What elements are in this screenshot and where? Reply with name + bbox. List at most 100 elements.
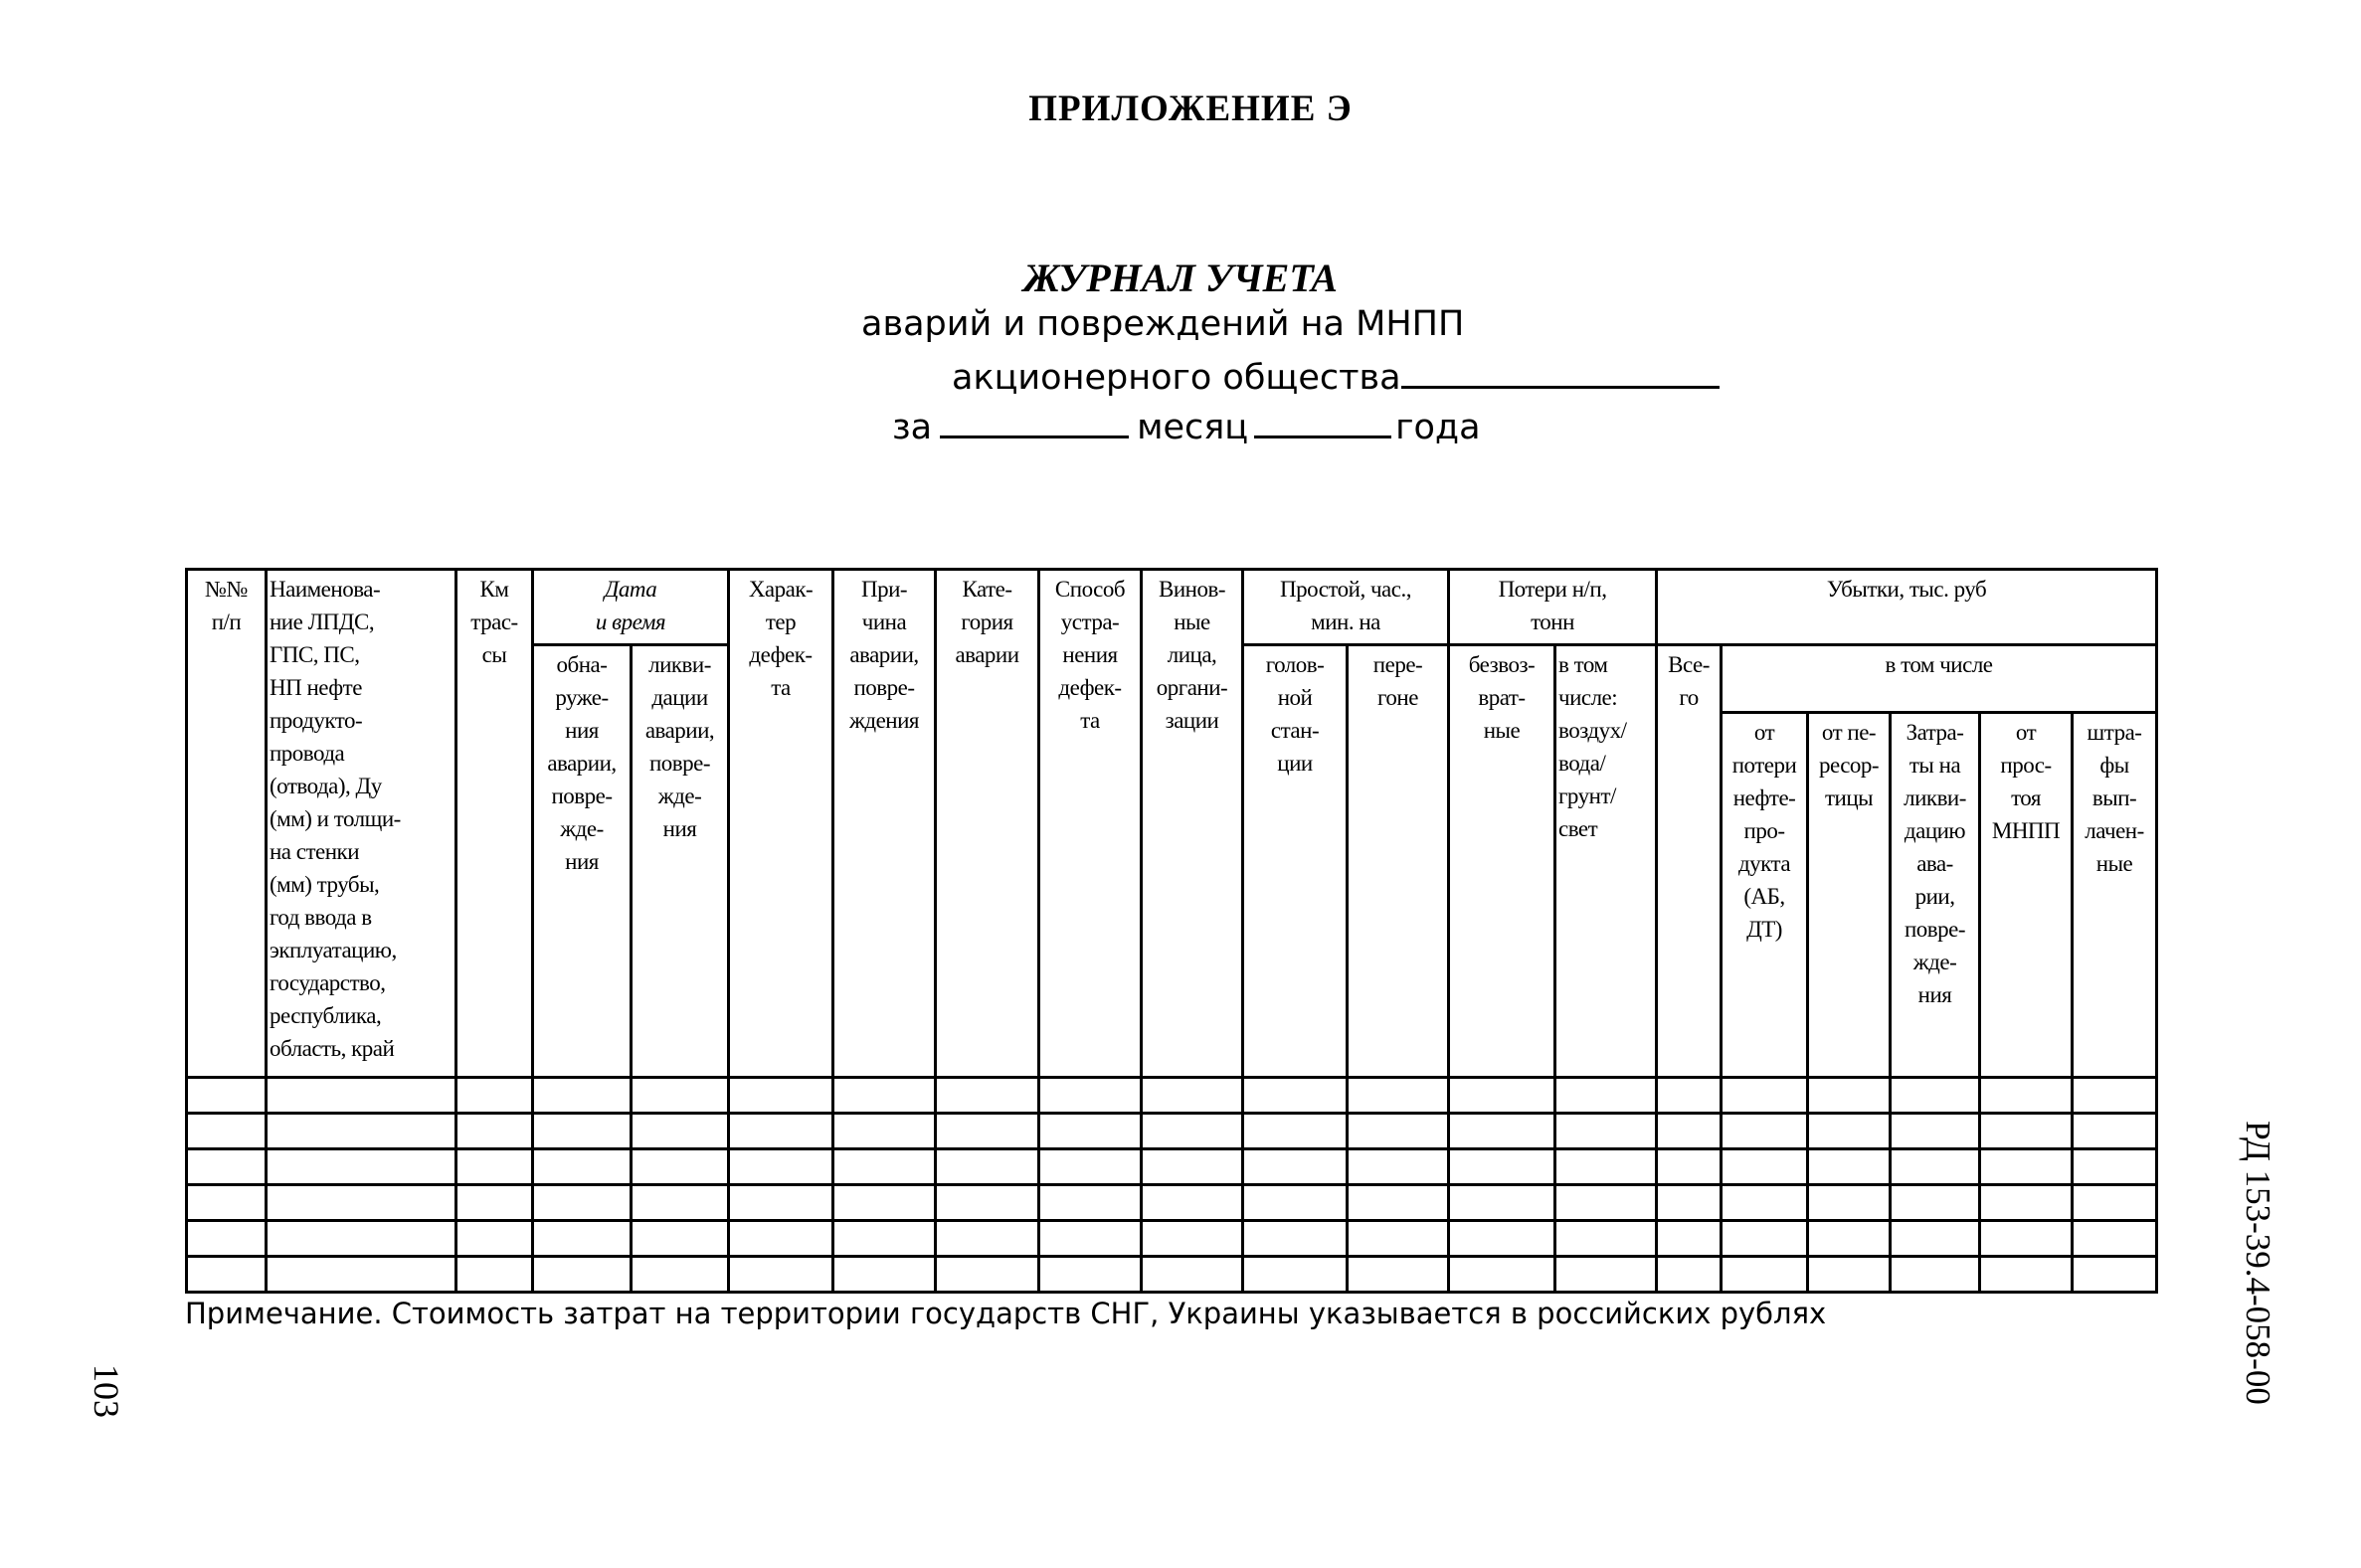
- table-cell[interactable]: [934, 1147, 1040, 1186]
- table-cell[interactable]: [630, 1112, 730, 1150]
- table-cell[interactable]: [1655, 1219, 1724, 1258]
- table-cell[interactable]: [831, 1183, 937, 1222]
- table-cell[interactable]: [185, 1147, 268, 1186]
- table-cell[interactable]: [454, 1112, 534, 1150]
- table-cell[interactable]: [1806, 1183, 1893, 1222]
- table-cell[interactable]: [1346, 1147, 1450, 1186]
- table-cell[interactable]: [1447, 1219, 1556, 1258]
- table-cell[interactable]: [1552, 1147, 1659, 1186]
- table-cell[interactable]: [265, 1112, 457, 1150]
- table-cell[interactable]: [727, 1183, 834, 1222]
- table-cell[interactable]: [1889, 1255, 1982, 1294]
- year-blank-field[interactable]: [1254, 406, 1392, 438]
- table-cell[interactable]: [1447, 1112, 1556, 1150]
- table-cell[interactable]: [1889, 1147, 1982, 1186]
- table-cell[interactable]: [1447, 1076, 1556, 1115]
- table-cell[interactable]: [1978, 1255, 2075, 1294]
- table-cell[interactable]: [727, 1255, 834, 1294]
- table-cell[interactable]: [831, 1255, 937, 1294]
- table-cell[interactable]: [1140, 1147, 1244, 1186]
- table-cell[interactable]: [185, 1112, 268, 1150]
- table-cell[interactable]: [1806, 1219, 1893, 1258]
- table-cell[interactable]: [1447, 1147, 1556, 1186]
- table-cell[interactable]: [2071, 1112, 2159, 1150]
- table-cell[interactable]: [1655, 1112, 1724, 1150]
- table-cell[interactable]: [185, 1219, 268, 1258]
- table-cell[interactable]: [1037, 1112, 1143, 1150]
- table-cell[interactable]: [727, 1076, 834, 1115]
- table-cell[interactable]: [727, 1219, 834, 1258]
- table-cell[interactable]: [1720, 1147, 1810, 1186]
- table-cell[interactable]: [185, 1076, 268, 1115]
- table-cell[interactable]: [630, 1219, 730, 1258]
- table-cell[interactable]: [630, 1183, 730, 1222]
- table-cell[interactable]: [1889, 1112, 1982, 1150]
- table-cell[interactable]: [1037, 1147, 1143, 1186]
- table-cell[interactable]: [1978, 1219, 2075, 1258]
- table-cell[interactable]: [265, 1255, 457, 1294]
- table-cell[interactable]: [934, 1255, 1040, 1294]
- table-cell[interactable]: [831, 1076, 937, 1115]
- table-cell[interactable]: [934, 1112, 1040, 1150]
- table-cell[interactable]: [2071, 1255, 2159, 1294]
- table-cell[interactable]: [831, 1147, 937, 1186]
- table-cell[interactable]: [1037, 1183, 1143, 1222]
- table-cell[interactable]: [265, 1076, 457, 1115]
- table-cell[interactable]: [185, 1183, 268, 1222]
- table-cell[interactable]: [1806, 1076, 1893, 1115]
- table-cell[interactable]: [2071, 1076, 2159, 1115]
- table-cell[interactable]: [1806, 1147, 1893, 1186]
- table-cell[interactable]: [1978, 1112, 2075, 1150]
- table-cell[interactable]: [1241, 1183, 1349, 1222]
- table-cell[interactable]: [531, 1183, 633, 1222]
- table-cell[interactable]: [185, 1255, 268, 1294]
- table-cell[interactable]: [1978, 1183, 2075, 1222]
- table-cell[interactable]: [454, 1076, 534, 1115]
- table-cell[interactable]: [1140, 1183, 1244, 1222]
- table-cell[interactable]: [1889, 1219, 1982, 1258]
- table-cell[interactable]: [727, 1112, 834, 1150]
- table-cell[interactable]: [1655, 1147, 1724, 1186]
- table-cell[interactable]: [1720, 1076, 1810, 1115]
- table-cell[interactable]: [1241, 1112, 1349, 1150]
- table-cell[interactable]: [2071, 1183, 2159, 1222]
- table-cell[interactable]: [630, 1147, 730, 1186]
- table-cell[interactable]: [454, 1219, 534, 1258]
- table-cell[interactable]: [454, 1255, 534, 1294]
- table-cell[interactable]: [1552, 1219, 1659, 1258]
- table-cell[interactable]: [1346, 1219, 1450, 1258]
- table-cell[interactable]: [1346, 1076, 1450, 1115]
- table-cell[interactable]: [1346, 1183, 1450, 1222]
- table-cell[interactable]: [1978, 1147, 2075, 1186]
- table-cell[interactable]: [454, 1183, 534, 1222]
- table-cell[interactable]: [1806, 1255, 1893, 1294]
- table-cell[interactable]: [1889, 1183, 1982, 1222]
- table-cell[interactable]: [1720, 1219, 1810, 1258]
- table-cell[interactable]: [2071, 1219, 2159, 1258]
- table-cell[interactable]: [1447, 1183, 1556, 1222]
- table-cell[interactable]: [1346, 1255, 1450, 1294]
- table-cell[interactable]: [1655, 1255, 1724, 1294]
- table-cell[interactable]: [1346, 1112, 1450, 1150]
- table-cell[interactable]: [531, 1255, 633, 1294]
- table-cell[interactable]: [1037, 1219, 1143, 1258]
- table-cell[interactable]: [531, 1076, 633, 1115]
- table-cell[interactable]: [1720, 1112, 1810, 1150]
- table-cell[interactable]: [1889, 1076, 1982, 1115]
- table-cell[interactable]: [531, 1147, 633, 1186]
- table-cell[interactable]: [934, 1076, 1040, 1115]
- table-cell[interactable]: [1806, 1112, 1893, 1150]
- table-cell[interactable]: [1037, 1255, 1143, 1294]
- table-cell[interactable]: [1140, 1112, 1244, 1150]
- table-cell[interactable]: [1140, 1219, 1244, 1258]
- table-cell[interactable]: [934, 1219, 1040, 1258]
- table-cell[interactable]: [1655, 1183, 1724, 1222]
- table-cell[interactable]: [1140, 1255, 1244, 1294]
- table-cell[interactable]: [1552, 1112, 1659, 1150]
- table-cell[interactable]: [265, 1147, 457, 1186]
- table-cell[interactable]: [1140, 1076, 1244, 1115]
- table-cell[interactable]: [454, 1147, 534, 1186]
- table-cell[interactable]: [1720, 1255, 1810, 1294]
- table-cell[interactable]: [1447, 1255, 1556, 1294]
- table-cell[interactable]: [630, 1076, 730, 1115]
